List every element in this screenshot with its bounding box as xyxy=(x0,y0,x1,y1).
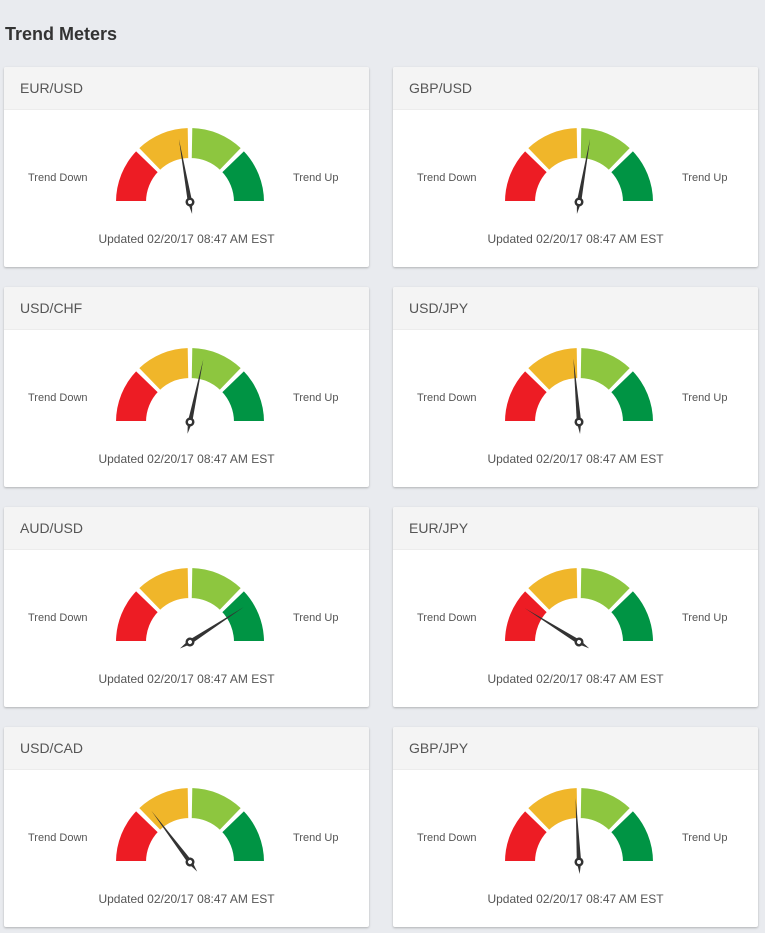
card-title: EUR/JPY xyxy=(393,507,758,550)
gauge-segment-strong-up xyxy=(608,588,656,643)
gauge-segment-strong-up xyxy=(608,808,656,863)
trend-meter-card: GBP/USD Trend Down Trend Up Updated 02/2… xyxy=(393,67,758,267)
gauge-segment-strong-down xyxy=(113,588,161,643)
card-title: USD/CHF xyxy=(4,287,369,330)
trend-up-label: Trend Up xyxy=(293,172,339,184)
gauge-segment-up xyxy=(578,785,633,833)
trend-meter-card: USD/CHF Trend Down Trend Up Updated 02/2… xyxy=(4,287,369,487)
trend-gauge xyxy=(113,785,267,872)
trend-meter-card: GBP/JPY Trend Down Trend Up Updated 02/2… xyxy=(393,727,758,927)
gauge-segment-up xyxy=(189,345,244,393)
updated-timestamp: Updated 02/20/17 08:47 AM EST xyxy=(98,672,275,686)
updated-timestamp: Updated 02/20/17 08:47 AM EST xyxy=(487,452,664,466)
updated-timestamp: Updated 02/20/17 08:47 AM EST xyxy=(98,232,275,246)
trend-gauge xyxy=(502,565,656,649)
trend-down-label: Trend Down xyxy=(28,172,88,184)
card-body: Trend Down Trend Up Updated 02/20/17 08:… xyxy=(4,330,369,487)
trend-up-label: Trend Up xyxy=(682,392,728,404)
gauge-segment-strong-up xyxy=(608,368,656,423)
trend-gauge xyxy=(502,785,656,874)
gauge-segment-down xyxy=(136,345,191,393)
card-body: Trend Down Trend Up Updated 02/20/17 08:… xyxy=(393,770,758,927)
gauge-segment-strong-down xyxy=(502,808,550,863)
gauge-segment-down xyxy=(525,125,580,173)
gauge-needle xyxy=(185,359,204,434)
gauge-segment-strong-down xyxy=(502,148,550,203)
gauge-segment-up xyxy=(578,565,633,613)
gauge-needle xyxy=(151,810,198,872)
card-title: USD/JPY xyxy=(393,287,758,330)
trend-up-label: Trend Up xyxy=(293,392,339,404)
gauge-segment-down xyxy=(525,345,580,393)
trend-down-label: Trend Down xyxy=(417,612,477,624)
trend-down-label: Trend Down xyxy=(417,392,477,404)
card-body: Trend Down Trend Up Updated 02/20/17 08:… xyxy=(393,330,758,487)
gauge-segment-strong-down xyxy=(502,588,550,643)
card-body: Trend Down Trend Up Updated 02/20/17 08:… xyxy=(4,110,369,267)
gauge-needle xyxy=(573,358,584,434)
trend-up-label: Trend Up xyxy=(682,172,728,184)
trend-up-label: Trend Up xyxy=(682,832,728,844)
gauge-needle xyxy=(178,138,195,214)
trend-gauge xyxy=(113,345,267,434)
gauge-segment-up xyxy=(189,565,244,613)
gauge-segment-strong-up xyxy=(608,148,656,203)
gauge-segment-up xyxy=(578,345,633,393)
trend-up-label: Trend Up xyxy=(293,832,339,844)
gauge-segment-strong-up xyxy=(219,368,267,423)
gauge-segment-down xyxy=(525,565,580,613)
trend-meter-card: USD/CAD Trend Down Trend Up Updated 02/2… xyxy=(4,727,369,927)
card-body: Trend Down Trend Up Updated 02/20/17 08:… xyxy=(4,550,369,707)
updated-timestamp: Updated 02/20/17 08:47 AM EST xyxy=(487,232,664,246)
gauge-segment-down xyxy=(136,785,191,833)
gauge-segment-down xyxy=(136,565,191,613)
trend-up-label: Trend Up xyxy=(682,612,728,624)
trend-down-label: Trend Down xyxy=(28,392,88,404)
gauge-needle xyxy=(574,138,591,214)
updated-timestamp: Updated 02/20/17 08:47 AM EST xyxy=(487,672,664,686)
card-title: GBP/USD xyxy=(393,67,758,110)
trend-down-label: Trend Down xyxy=(417,832,477,844)
gauge-segment-strong-down xyxy=(113,368,161,423)
gauge-segment-strong-up xyxy=(219,808,267,863)
updated-timestamp: Updated 02/20/17 08:47 AM EST xyxy=(98,452,275,466)
trend-down-label: Trend Down xyxy=(417,172,477,184)
card-body: Trend Down Trend Up Updated 02/20/17 08:… xyxy=(393,550,758,707)
gauge-segment-strong-down xyxy=(502,368,550,423)
gauge-segment-strong-down xyxy=(113,148,161,203)
page-title: Trend Meters xyxy=(5,24,118,44)
trend-down-label: Trend Down xyxy=(28,612,88,624)
updated-timestamp: Updated 02/20/17 08:47 AM EST xyxy=(487,892,664,906)
trend-meter-card: AUD/USD Trend Down Trend Up Updated 02/2… xyxy=(4,507,369,707)
trend-gauge xyxy=(502,125,656,214)
trend-down-label: Trend Down xyxy=(28,832,88,844)
trend-gauge xyxy=(113,125,267,214)
trend-meter-card: USD/JPY Trend Down Trend Up Updated 02/2… xyxy=(393,287,758,487)
card-title: USD/CAD xyxy=(4,727,369,770)
gauge-needle xyxy=(524,608,590,649)
gauge-needle xyxy=(574,798,584,874)
trend-gauge xyxy=(113,565,267,649)
trend-meter-card: EUR/JPY Trend Down Trend Up Updated 02/2… xyxy=(393,507,758,707)
gauge-segment-up xyxy=(189,785,244,833)
trend-up-label: Trend Up xyxy=(293,612,339,624)
gauge-segment-strong-up xyxy=(219,148,267,203)
gauge-segment-up xyxy=(189,125,244,173)
trend-gauge xyxy=(502,345,656,434)
gauge-segment-strong-down xyxy=(113,808,161,863)
trend-meter-card: EUR/USD Trend Down Trend Up Updated 02/2… xyxy=(4,67,369,267)
card-body: Trend Down Trend Up Updated 02/20/17 08:… xyxy=(4,770,369,927)
gauge-segment-down xyxy=(136,125,191,173)
gauge-segment-strong-up xyxy=(219,588,267,643)
gauge-needle xyxy=(179,607,244,649)
card-title: EUR/USD xyxy=(4,67,369,110)
card-body: Trend Down Trend Up Updated 02/20/17 08:… xyxy=(393,110,758,267)
card-title: AUD/USD xyxy=(4,507,369,550)
updated-timestamp: Updated 02/20/17 08:47 AM EST xyxy=(98,892,275,906)
card-title: GBP/JPY xyxy=(393,727,758,770)
gauge-segment-down xyxy=(525,785,580,833)
